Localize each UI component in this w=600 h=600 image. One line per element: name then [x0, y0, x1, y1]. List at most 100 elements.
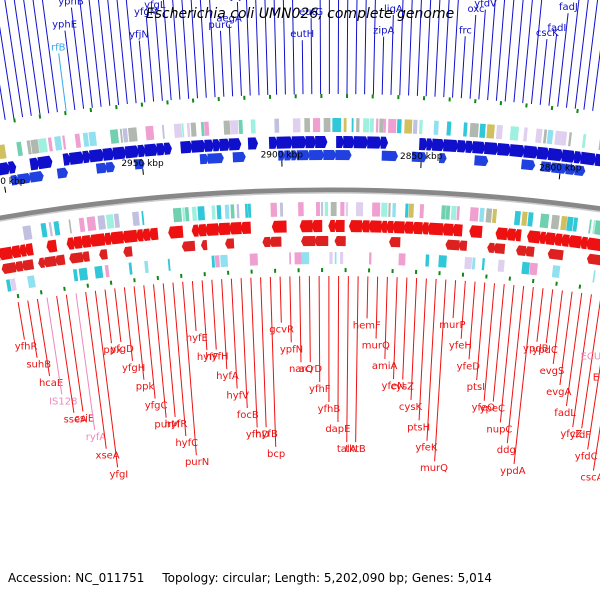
gene-arrow	[112, 146, 127, 160]
feature-block	[345, 202, 349, 217]
gene-arrow	[142, 228, 151, 241]
gene-arrow	[62, 153, 71, 166]
gene-arrow	[561, 149, 576, 163]
gene-arrow	[29, 157, 40, 171]
gene-leader-line	[273, 0, 278, 95]
gene-arrow	[381, 150, 399, 162]
gene-label: ypdC	[532, 345, 558, 356]
feature-block	[88, 131, 97, 147]
gene-arrow	[103, 232, 112, 246]
feature-block	[535, 213, 540, 228]
kbp-ticks: 3000 kbp 2950 kbp 2900 kbp 2850 kbp 2800 kbp…	[0, 151, 582, 193]
gene-leader-line	[425, 0, 432, 97]
gene-label: amiA	[372, 361, 398, 372]
feature-block	[62, 135, 67, 150]
gene-label: yfgM	[134, 7, 158, 18]
gene-arrow	[291, 150, 298, 161]
gene-leader-line	[65, 294, 84, 412]
gene-arrow	[323, 150, 337, 161]
feature-block	[223, 120, 231, 135]
gene-leader-line	[104, 289, 112, 344]
feature-block	[53, 221, 61, 236]
gene-leader-line	[172, 282, 187, 437]
gene-arrow	[553, 233, 563, 246]
feature-block	[334, 252, 337, 265]
feature-block	[383, 118, 387, 133]
gene-leader-line	[381, 36, 385, 95]
gene-label: ligA	[384, 4, 403, 15]
gene-arrow	[207, 152, 224, 164]
gene-leader-line	[162, 0, 172, 101]
forward-cds-track-2	[10, 150, 586, 186]
gene-leader-line	[64, 30, 76, 110]
forward-cds-track	[0, 136, 600, 176]
gene-arrow	[380, 136, 389, 149]
feature-block	[330, 202, 337, 217]
feature-block	[184, 207, 190, 222]
gene-leader-line	[4, 0, 24, 118]
gene-arrow	[442, 223, 454, 236]
gene-arrow	[19, 244, 27, 257]
feature-block	[292, 118, 301, 133]
feature-block	[289, 252, 292, 265]
gene-arrow	[483, 141, 499, 155]
gene-arrow	[389, 236, 401, 248]
gene-leader-line	[182, 281, 197, 456]
feature-block	[343, 118, 347, 133]
feature-block	[224, 204, 230, 219]
inner-rna-track	[5, 252, 596, 292]
feature-block	[181, 123, 185, 138]
feature-block	[14, 226, 23, 242]
gene-leader-line	[190, 0, 198, 99]
gene-arrow	[509, 144, 525, 158]
gene-arrow	[580, 151, 597, 166]
gene-arrow	[105, 161, 115, 173]
feature-block	[592, 270, 596, 283]
gene-arrow	[181, 240, 196, 252]
gene-arrow	[56, 167, 69, 179]
gene-leader-line	[513, 0, 524, 103]
feature-block	[301, 252, 310, 265]
feature-block	[405, 203, 409, 218]
gene-leader-line	[85, 291, 107, 449]
feature-block	[143, 210, 148, 225]
feature-block	[144, 260, 149, 274]
backbone-circle	[0, 187, 600, 221]
feature-block	[197, 206, 206, 221]
gene-label: hcaE	[39, 378, 63, 389]
feature-block	[497, 259, 505, 273]
gene-leader-line	[153, 284, 167, 418]
gene-leader-line	[228, 24, 234, 97]
feature-block	[446, 121, 452, 136]
gene-arrow	[527, 230, 541, 244]
gene-leader-line	[318, 276, 321, 383]
gene-leader-line	[181, 0, 190, 99]
gene-arrow	[0, 257, 1, 261]
gene-arrow	[469, 225, 483, 239]
gene-leader-line	[552, 290, 563, 364]
feature-block	[471, 257, 476, 270]
gene-label: yfeO	[472, 403, 496, 414]
gene-leader-line	[32, 0, 50, 114]
feature-block	[82, 132, 90, 147]
feature-block	[479, 123, 486, 138]
feature-block	[94, 265, 104, 279]
gene-leader-line	[506, 285, 525, 444]
feature-block	[16, 141, 23, 157]
gene-arrow	[69, 252, 84, 264]
gene-label: yfdF	[570, 430, 592, 441]
feature-block	[546, 129, 554, 145]
gene-arrow	[212, 139, 221, 152]
gene-arrow	[418, 137, 428, 151]
gene-label: fdx	[72, 0, 88, 1]
feature-block	[379, 118, 384, 133]
gene-leader-line	[17, 302, 25, 340]
feature-block	[568, 132, 572, 147]
gene-arrow	[438, 153, 447, 164]
feature-block	[216, 205, 222, 220]
feature-block	[513, 210, 521, 226]
gene-leader-line	[408, 0, 413, 96]
gene-label: fadI	[547, 23, 566, 34]
gene-leader-line	[0, 25, 15, 119]
